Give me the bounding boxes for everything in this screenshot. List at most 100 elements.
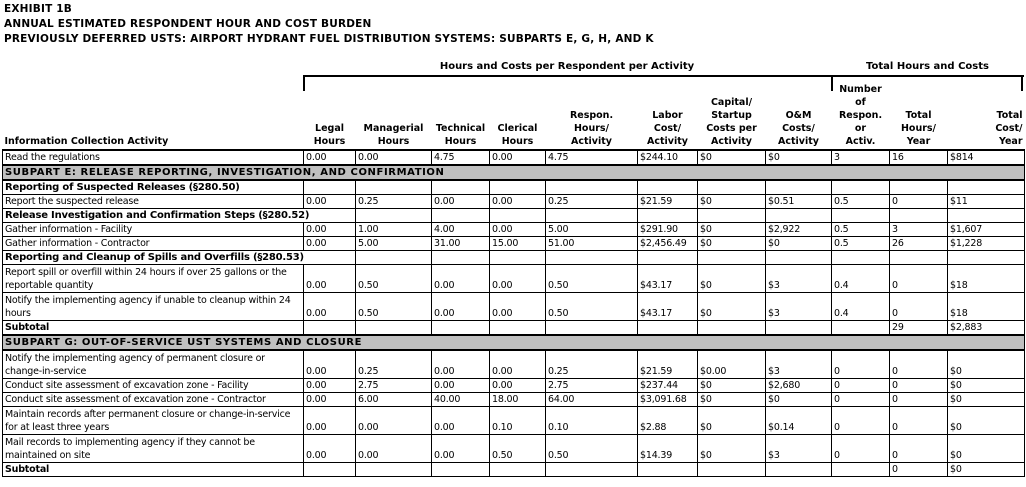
- cell-clerical-hours: 0.50: [489, 434, 546, 463]
- cell-number-respondents: [831, 250, 890, 265]
- group-header-row: Reporting of Suspected Releases (§280.50…: [2, 179, 1025, 195]
- cell-technical-hours: 0.00: [431, 434, 490, 463]
- cell-respon-hours: [545, 320, 638, 336]
- section-title: SUBPART E: RELEASE REPORTING, INVESTIGAT…: [2, 164, 1025, 181]
- cell-labor-cost: $43.17: [637, 292, 698, 321]
- cell-capital-startup-cost: [697, 320, 766, 336]
- cell-clerical-hours: 0.00: [489, 149, 546, 166]
- cell-activity: Reporting and Cleanup of Spills and Over…: [2, 250, 356, 265]
- cell-number-respondents: [831, 179, 890, 195]
- cell-technical-hours: [431, 179, 490, 195]
- cell-capital-startup-cost: $0: [697, 434, 766, 463]
- cell-managerial-hours: 1.00: [355, 222, 432, 237]
- section-row: SUBPART G: OUT-OF-SERVICE UST SYSTEMS AN…: [2, 334, 1025, 351]
- cell-total-hours: 0: [889, 434, 948, 463]
- cell-clerical-hours: 18.00: [489, 392, 546, 407]
- column-header-row: Information Collection Activity Legal Hou…: [2, 78, 1025, 151]
- per-activity-group-header: Hours and Costs per Respondent per Activ…: [439, 61, 695, 72]
- cell-managerial-hours: [355, 320, 432, 336]
- cell-activity: Notify the implementing agency if unable…: [2, 292, 304, 321]
- cell-respon-hours: [545, 462, 638, 477]
- cell-total-hours: 0: [889, 462, 948, 477]
- cell-technical-hours: 31.00: [431, 236, 490, 251]
- column-header-number-respondents: Number of Respon. or Activ.: [831, 78, 890, 151]
- cell-managerial-hours: 5.00: [355, 236, 432, 251]
- cell-respon-hours: 51.00: [545, 236, 638, 251]
- cell-labor-cost: [637, 208, 698, 223]
- cell-total-hours: 3: [889, 222, 948, 237]
- cell-total-hours: 16: [889, 149, 948, 166]
- cell-legal-hours: 0.00: [303, 349, 356, 379]
- cell-legal-hours: 0.00: [303, 194, 356, 209]
- cell-om-cost: [765, 320, 832, 336]
- cell-om-cost: $0: [765, 149, 832, 166]
- cell-respon-hours: 0.10: [545, 406, 638, 435]
- cell-clerical-hours: 0.10: [489, 406, 546, 435]
- cell-labor-cost: $21.59: [637, 194, 698, 209]
- table-row: Conduct site assessment of excavation zo…: [2, 392, 1025, 407]
- cell-managerial-hours: 6.00: [355, 392, 432, 407]
- cell-activity: Report spill or overfill within 24 hours…: [2, 264, 304, 293]
- cell-total-cost: $814: [947, 149, 1025, 166]
- cell-total-cost: $0: [947, 462, 1025, 477]
- totals-bracket: [831, 75, 1024, 77]
- cell-labor-cost: $237.44: [637, 378, 698, 393]
- cell-labor-cost: [637, 320, 698, 336]
- cell-clerical-hours: 0.00: [489, 264, 546, 293]
- group-header-row: Release Investigation and Confirmation S…: [2, 208, 1025, 223]
- totals-group-header: Total Hours and Costs: [866, 61, 989, 72]
- cell-total-hours: [889, 208, 948, 223]
- cell-activity: Conduct site assessment of excavation zo…: [2, 392, 304, 407]
- cell-labor-cost: $2,456.49: [637, 236, 698, 251]
- cell-total-cost: $11: [947, 194, 1025, 209]
- table-row: Gather information - Contractor 0.00 5.00 3…: [2, 236, 1025, 251]
- cell-total-cost: $0: [947, 392, 1025, 407]
- table-row: Report spill or overfill within 24 hours…: [2, 264, 1025, 293]
- cell-managerial-hours: 0.00: [355, 149, 432, 166]
- cell-activity: Notify the implementing agency of perman…: [2, 349, 304, 379]
- cell-activity: Read the regulations: [2, 149, 304, 166]
- per-activity-bracket: [303, 75, 831, 77]
- column-header-capital-startup-cost: Capital/ Startup Costs per Activity: [697, 78, 766, 151]
- cell-number-respondents: 0: [831, 392, 890, 407]
- column-header-technical-hours: Technical Hours: [431, 78, 490, 151]
- subtotal-row: Subtotal 29 $2,883: [2, 320, 1025, 336]
- cell-technical-hours: 0.00: [431, 378, 490, 393]
- cell-total-cost: $0: [947, 434, 1025, 463]
- cell-capital-startup-cost: [697, 179, 766, 195]
- cell-activity: Mail records to implementing agency if t…: [2, 434, 304, 463]
- cell-om-cost: [765, 250, 832, 265]
- cell-total-hours: 0: [889, 292, 948, 321]
- cell-labor-cost: [637, 179, 698, 195]
- cell-capital-startup-cost: [697, 250, 766, 265]
- cell-capital-startup-cost: $0.00: [697, 349, 766, 379]
- cell-om-cost: $3: [765, 434, 832, 463]
- cell-total-hours: 29: [889, 320, 948, 336]
- cell-total-hours: 0: [889, 264, 948, 293]
- cell-labor-cost: [637, 250, 698, 265]
- cell-capital-startup-cost: $0: [697, 292, 766, 321]
- cell-number-respondents: [831, 208, 890, 223]
- cell-activity: Conduct site assessment of excavation zo…: [2, 378, 304, 393]
- table-row: Maintain records after permanent closure…: [2, 406, 1025, 435]
- cell-respon-hours: 2.75: [545, 378, 638, 393]
- cell-legal-hours: 0.00: [303, 392, 356, 407]
- column-header-managerial-hours: Managerial Hours: [355, 78, 432, 151]
- cell-labor-cost: $2.88: [637, 406, 698, 435]
- cell-labor-cost: $3,091.68: [637, 392, 698, 407]
- cell-capital-startup-cost: $0: [697, 149, 766, 166]
- cell-activity: Reporting of Suspected Releases (§280.50…: [2, 179, 304, 195]
- cell-labor-cost: $14.39: [637, 434, 698, 463]
- cell-respon-hours: 64.00: [545, 392, 638, 407]
- cell-om-cost: $2,922: [765, 222, 832, 237]
- cell-managerial-hours: [355, 250, 432, 265]
- cell-respon-hours: 4.75: [545, 149, 638, 166]
- cell-respon-hours: [545, 250, 638, 265]
- cell-clerical-hours: [489, 179, 546, 195]
- cell-technical-hours: 4.00: [431, 222, 490, 237]
- cell-total-cost: $0: [947, 349, 1025, 379]
- cell-number-respondents: 3: [831, 149, 890, 166]
- cell-technical-hours: [431, 208, 490, 223]
- cell-legal-hours: 0.00: [303, 264, 356, 293]
- cell-total-cost: [947, 208, 1025, 223]
